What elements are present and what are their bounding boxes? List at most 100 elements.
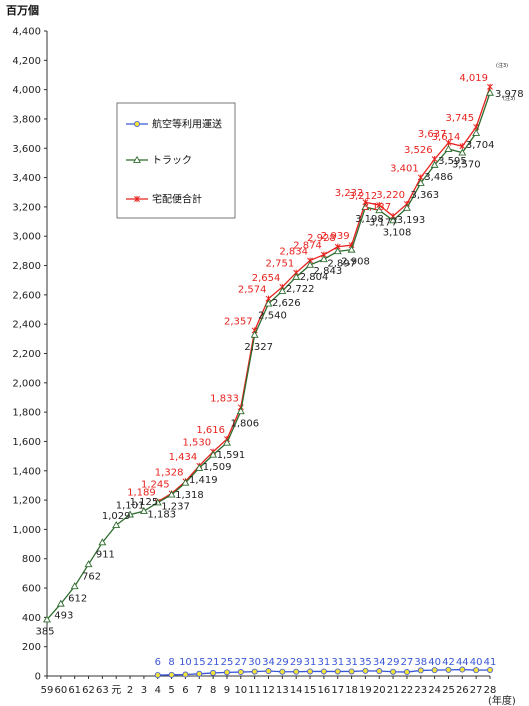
data-label: 34	[373, 657, 386, 668]
y-tick-label: 1,000	[12, 525, 41, 536]
point-marker	[134, 195, 140, 203]
x-tick-label: 17	[331, 685, 344, 696]
data-label: 1,833	[210, 393, 239, 404]
data-label: 3,212	[349, 191, 378, 202]
point-marker	[195, 463, 204, 471]
data-label: 1,029	[102, 511, 131, 522]
data-label: 1,530	[182, 438, 211, 449]
data-label: 1,434	[169, 452, 198, 463]
data-label: 385	[35, 627, 54, 638]
point-marker	[402, 203, 411, 211]
data-label: 25	[221, 657, 234, 668]
data-label: 8	[168, 657, 174, 668]
data-label: 31	[331, 657, 344, 668]
data-label: 38	[414, 657, 427, 668]
data-label: 27	[234, 657, 247, 668]
point-marker	[348, 668, 355, 675]
point-marker	[133, 155, 141, 163]
point-marker	[98, 538, 107, 546]
data-label: 612	[68, 593, 87, 604]
legend-label: トラック	[152, 155, 192, 167]
data-label: 1,101	[116, 501, 145, 512]
data-label: 2,874	[293, 241, 322, 252]
data-label: 3,137	[362, 202, 391, 213]
point-marker	[112, 521, 121, 529]
x-tick-label: 9	[224, 685, 230, 696]
point-marker	[264, 299, 273, 307]
point-marker	[416, 178, 425, 186]
point-marker	[320, 668, 327, 675]
data-label: 1,419	[189, 475, 218, 486]
point-marker	[293, 668, 300, 675]
series-0	[154, 666, 493, 679]
y-tick-label: 400	[22, 613, 41, 624]
y-tick-label: 800	[22, 554, 41, 565]
data-label: 6	[155, 657, 161, 668]
point-marker	[209, 450, 218, 458]
x-tick-label: 3	[141, 685, 147, 696]
y-tick-label: 3,800	[12, 114, 41, 125]
data-label: 2,908	[341, 257, 370, 268]
point-marker	[459, 143, 466, 150]
y-tick-label: 2,200	[12, 349, 41, 360]
point-marker	[417, 667, 424, 674]
legend-label: 航空等利用運送	[152, 118, 222, 131]
point-marker	[139, 506, 148, 514]
point-marker	[361, 203, 370, 211]
labels-layer: 6 8 10 15 21 25 27 30 34 29 29 31 31 31 31 35 34 29 27 38 40…	[35, 73, 523, 668]
y-tick-label: 4,400	[12, 27, 41, 38]
data-label: 1,245	[141, 479, 170, 490]
x-tick-label: 18	[345, 685, 358, 696]
point-marker	[390, 668, 397, 675]
point-marker	[431, 667, 438, 674]
x-tick-label: 8	[210, 685, 216, 696]
point-marker	[375, 206, 384, 214]
x-tick-label: 28	[484, 685, 497, 696]
data-label: 911	[96, 549, 115, 560]
x-tick-label: 23	[414, 685, 427, 696]
x-tick-label: 27	[470, 685, 483, 696]
data-label: 15	[193, 657, 206, 668]
data-label: 1,591	[217, 450, 246, 461]
point-marker	[444, 144, 453, 152]
data-label: 3,108	[383, 227, 412, 238]
x-tick-label: 63	[96, 685, 109, 696]
data-label: 3,526	[404, 145, 433, 156]
point-marker	[196, 670, 203, 677]
data-label: 4,019	[459, 73, 488, 84]
y-tick-label: 2,600	[12, 290, 41, 301]
data-label: 2,327	[244, 342, 273, 353]
data-label: 44	[456, 657, 469, 668]
point-marker	[236, 407, 245, 415]
data-label: 34	[262, 657, 275, 668]
x-tick-label: 26	[456, 685, 469, 696]
point-marker	[133, 121, 140, 128]
point-marker	[154, 672, 161, 679]
x-tick-label: 10	[234, 685, 247, 696]
x-unit-label: (年度)	[488, 694, 516, 706]
point-marker	[70, 582, 79, 590]
axes	[46, 31, 490, 677]
x-tick-label: 6	[182, 685, 188, 696]
x-tick-label: 20	[373, 685, 386, 696]
data-label: 3,232	[335, 188, 364, 199]
x-tick-label: 11	[248, 685, 261, 696]
data-label: 3,198	[355, 214, 384, 225]
x-tick-label: 7	[196, 685, 202, 696]
point-marker	[347, 245, 356, 253]
x-tick-label: 21	[387, 685, 400, 696]
point-marker	[403, 669, 410, 676]
point-marker	[472, 128, 481, 136]
x-tick-label: 4	[155, 685, 161, 696]
point-marker	[126, 510, 135, 518]
data-label: 31	[345, 657, 358, 668]
x-tick-label: 59	[41, 685, 54, 696]
data-label: 1,318	[175, 490, 204, 501]
y-tick-label: 600	[22, 584, 41, 595]
y-tick-label: 1,600	[12, 437, 41, 448]
data-label: 29	[290, 657, 303, 668]
point-marker	[223, 669, 230, 676]
y-tick-label: 4,200	[12, 56, 41, 67]
